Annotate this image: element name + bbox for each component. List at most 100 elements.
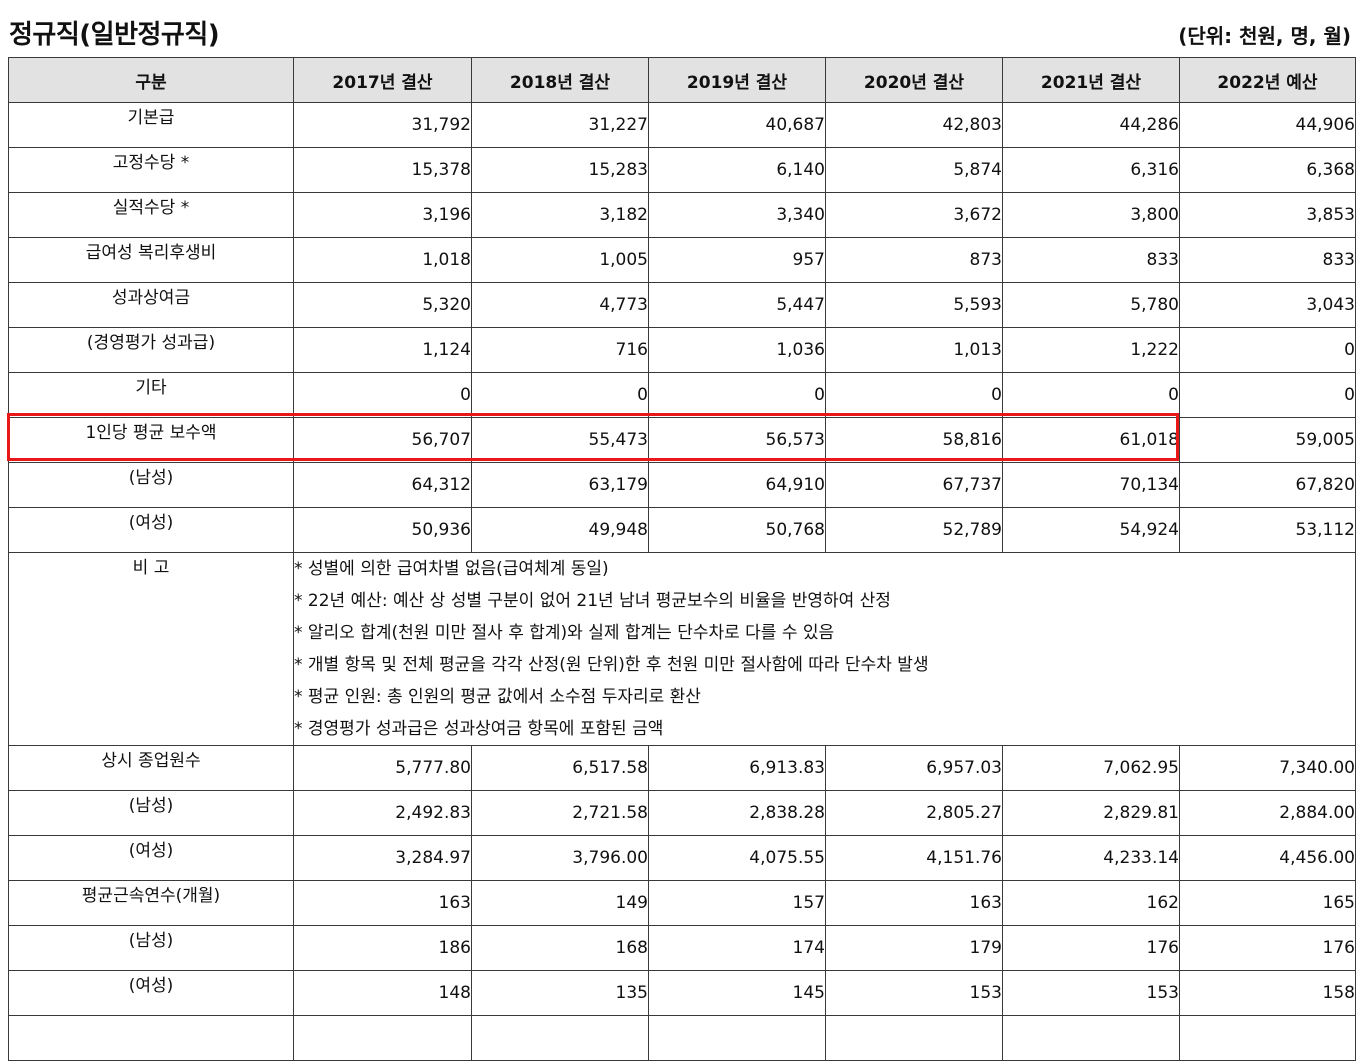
- table-cell: 6,368: [1179, 147, 1356, 193]
- note-line: * 22년 예산: 예산 상 성별 구분이 없어 21년 남녀 평균보수의 비율…: [294, 591, 891, 611]
- table-cell: 135: [471, 970, 649, 1016]
- table-cell: 49,948: [471, 507, 649, 553]
- row-label: (남성): [8, 462, 294, 508]
- row-label: 고정수당 *: [8, 147, 294, 193]
- table-row: (여성) 50,936 49,948 50,768 52,789 54,924 53,112: [8, 507, 1356, 553]
- table-cell: 52,789: [825, 507, 1003, 553]
- table-cell: 6,316: [1002, 147, 1180, 193]
- table-cell: [648, 1015, 826, 1061]
- table-cell: 7,340.00: [1179, 745, 1356, 791]
- table-cell: 5,320: [293, 282, 472, 328]
- table-cell: 42,803: [825, 102, 1003, 148]
- table-cell: 4,773: [471, 282, 649, 328]
- table-cell: 6,913.83: [648, 745, 826, 791]
- note-line: * 개별 항목 및 전체 평균을 각각 산정(원 단위)한 후 천원 미만 절사…: [294, 655, 929, 675]
- table-cell: 53,112: [1179, 507, 1356, 553]
- table-cell: 957: [648, 237, 826, 283]
- page-header: 정규직(일반정규직) (단위: 천원, 명, 월): [0, 0, 1362, 56]
- table-cell: 56,573: [648, 417, 826, 463]
- table-cell: 4,456.00: [1179, 835, 1356, 881]
- column-header-year: 2021년 결산: [1002, 57, 1180, 103]
- table-cell: 0: [1002, 372, 1180, 418]
- table-cell: 67,737: [825, 462, 1003, 508]
- table-cell: 3,284.97: [293, 835, 472, 881]
- note-line: * 경영평가 성과급은 성과상여금 항목에 포함된 금액: [294, 719, 664, 739]
- table-cell: 0: [293, 372, 472, 418]
- table-cell: 55,473: [471, 417, 649, 463]
- table-cell: 61,018: [1002, 417, 1180, 463]
- table-cell: [1002, 1015, 1180, 1061]
- table-cell: 168: [471, 925, 649, 971]
- table-cell: 2,721.58: [471, 790, 649, 836]
- table-cell: 1,124: [293, 327, 472, 373]
- row-label: (여성): [8, 835, 294, 881]
- table-cell: 165: [1179, 880, 1356, 926]
- row-label: (경영평가 성과급): [8, 327, 294, 373]
- table-cell: 67,820: [1179, 462, 1356, 508]
- table-cell: [8, 1015, 294, 1061]
- row-label: 성과상여금: [8, 282, 294, 328]
- row-label: 상시 종업원수: [8, 745, 294, 791]
- table-row: (남성) 2,492.83 2,721.58 2,838.28 2,805.27 2,82…: [8, 790, 1356, 836]
- table-cell: 6,517.58: [471, 745, 649, 791]
- table-cell: 59,005: [1179, 417, 1356, 463]
- row-label: 기타: [8, 372, 294, 418]
- table-cell: 153: [825, 970, 1003, 1016]
- table-cell: 145: [648, 970, 826, 1016]
- row-label: 급여성 복리후생비: [8, 237, 294, 283]
- table-cell: 2,805.27: [825, 790, 1003, 836]
- row-label: (여성): [8, 970, 294, 1016]
- table-cell: 162: [1002, 880, 1180, 926]
- row-label: 기본급: [8, 102, 294, 148]
- table-row: 실적수당 * 3,196 3,182 3,340 3,672 3,800 3,853: [8, 192, 1356, 238]
- table-row: 급여성 복리후생비 1,018 1,005 957 873 833 833: [8, 237, 1356, 283]
- table-cell: 148: [293, 970, 472, 1016]
- table-cell: 6,957.03: [825, 745, 1003, 791]
- table-cell: 5,447: [648, 282, 826, 328]
- row-label: 1인당 평균 보수액: [8, 417, 294, 463]
- table-cell: [825, 1015, 1003, 1061]
- table-cell: 7,062.95: [1002, 745, 1180, 791]
- table-cell: 3,196: [293, 192, 472, 238]
- table-cell: 64,910: [648, 462, 826, 508]
- table-cell: 1,222: [1002, 327, 1180, 373]
- table-cell: 0: [471, 372, 649, 418]
- table-cell: 186: [293, 925, 472, 971]
- table-cell: [1179, 1015, 1356, 1061]
- table-cell: 179: [825, 925, 1003, 971]
- table-cell: 833: [1002, 237, 1180, 283]
- row-label: 평균근속연수(개월): [8, 880, 294, 926]
- table-cell: 0: [1179, 372, 1356, 418]
- table-row: 기타 0 0 0 0 0 0: [8, 372, 1356, 418]
- table-cell: [471, 1015, 649, 1061]
- row-label: (남성): [8, 925, 294, 971]
- table-cell: 44,286: [1002, 102, 1180, 148]
- table-cell: 15,378: [293, 147, 472, 193]
- unit-label: (단위: 천원, 명, 월): [1178, 24, 1351, 48]
- table-row-partial: [8, 1015, 1356, 1061]
- table-row: 상시 종업원수 5,777.80 6,517.58 6,913.83 6,957.03 7…: [8, 745, 1356, 791]
- column-header-category: 구분: [8, 57, 294, 103]
- table-cell: 44,906: [1179, 102, 1356, 148]
- table-cell: 50,768: [648, 507, 826, 553]
- table-cell: 58,816: [825, 417, 1003, 463]
- table-cell: 2,884.00: [1179, 790, 1356, 836]
- table-cell: 4,233.14: [1002, 835, 1180, 881]
- table-cell: 3,853: [1179, 192, 1356, 238]
- table-cell: [293, 1015, 472, 1061]
- table-cell: 63,179: [471, 462, 649, 508]
- notes-row: 비 고 * 성별에 의한 급여차별 없음(급여체계 동일) * 22년 예산: 예산…: [8, 552, 1356, 746]
- table-cell: 64,312: [293, 462, 472, 508]
- table-cell: 163: [825, 880, 1003, 926]
- table-row: (남성) 186 168 174 179 176 176: [8, 925, 1356, 971]
- table-row: (여성) 148 135 145 153 153 158: [8, 970, 1356, 1016]
- column-header-year: 2020년 결산: [825, 57, 1003, 103]
- table-cell: 873: [825, 237, 1003, 283]
- table-cell: 3,182: [471, 192, 649, 238]
- page-title: 정규직(일반정규직): [9, 20, 220, 50]
- table-cell: 2,838.28: [648, 790, 826, 836]
- table-cell: 50,936: [293, 507, 472, 553]
- table-cell: 3,800: [1002, 192, 1180, 238]
- table-cell: 153: [1002, 970, 1180, 1016]
- column-header-year: 2022년 예산: [1179, 57, 1356, 103]
